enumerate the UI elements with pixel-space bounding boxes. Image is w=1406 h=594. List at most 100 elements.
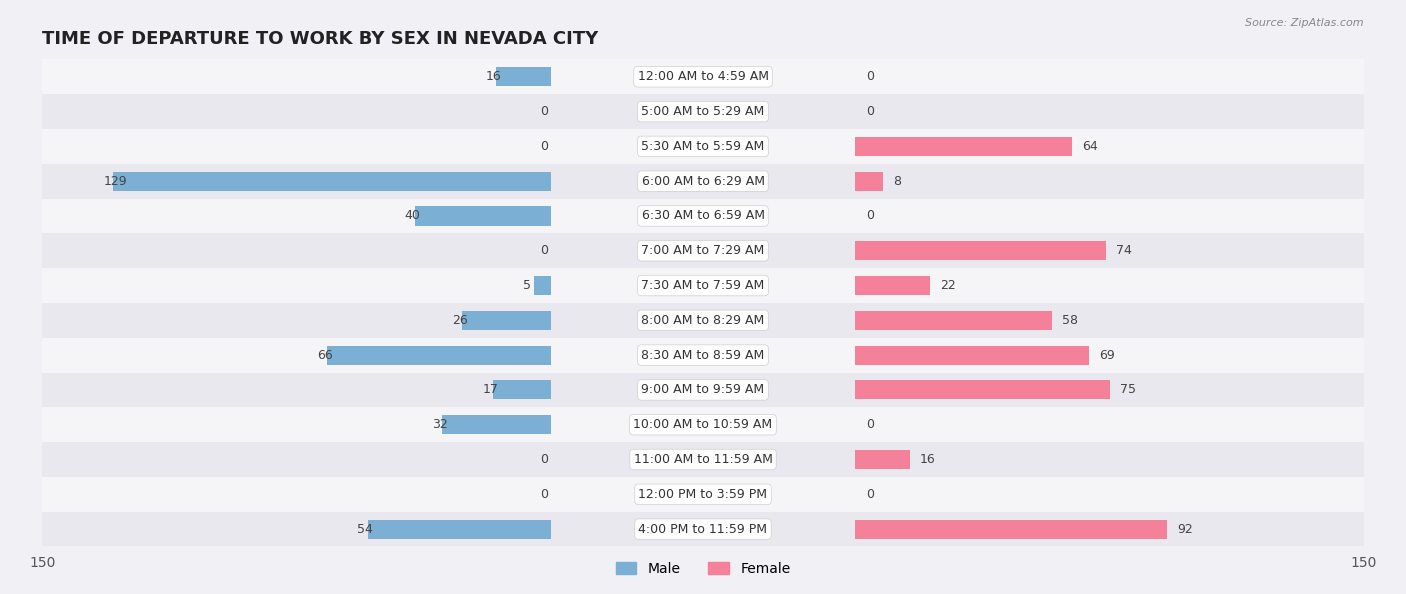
Bar	[42, 233, 551, 268]
Bar	[855, 172, 883, 191]
Text: 7:00 AM to 7:29 AM: 7:00 AM to 7:29 AM	[641, 244, 765, 257]
Bar	[496, 67, 551, 86]
Bar	[551, 268, 855, 303]
Text: 54: 54	[357, 523, 373, 536]
Bar	[533, 276, 551, 295]
Bar	[441, 415, 551, 434]
Text: 129: 129	[103, 175, 127, 188]
Bar	[42, 303, 551, 338]
Bar	[855, 94, 1364, 129]
Bar	[855, 268, 1364, 303]
Bar	[855, 338, 1364, 372]
Bar	[551, 198, 855, 233]
Text: 8:30 AM to 8:59 AM: 8:30 AM to 8:59 AM	[641, 349, 765, 362]
Bar	[855, 346, 1090, 365]
Bar	[551, 442, 855, 477]
Bar	[463, 311, 551, 330]
Bar	[855, 311, 1052, 330]
Text: 40: 40	[405, 210, 420, 223]
Text: 0: 0	[866, 70, 873, 83]
Text: 8: 8	[893, 175, 901, 188]
Bar	[855, 450, 910, 469]
Text: 64: 64	[1083, 140, 1098, 153]
Bar	[42, 164, 551, 198]
Text: 8:00 AM to 8:29 AM: 8:00 AM to 8:29 AM	[641, 314, 765, 327]
Text: 6:00 AM to 6:29 AM: 6:00 AM to 6:29 AM	[641, 175, 765, 188]
Bar	[855, 137, 1073, 156]
Bar	[855, 276, 929, 295]
Bar	[855, 511, 1364, 546]
Text: 12:00 PM to 3:59 PM: 12:00 PM to 3:59 PM	[638, 488, 768, 501]
Bar	[855, 380, 1109, 400]
Bar	[551, 59, 855, 94]
Text: 26: 26	[453, 314, 468, 327]
Bar	[855, 233, 1364, 268]
Bar	[494, 380, 551, 400]
Text: 16: 16	[486, 70, 502, 83]
Bar	[42, 477, 551, 511]
Bar	[42, 94, 551, 129]
Text: 12:00 AM to 4:59 AM: 12:00 AM to 4:59 AM	[637, 70, 769, 83]
Text: 58: 58	[1062, 314, 1078, 327]
Text: 6:30 AM to 6:59 AM: 6:30 AM to 6:59 AM	[641, 210, 765, 223]
Bar	[42, 59, 551, 94]
Bar	[855, 442, 1364, 477]
Bar	[42, 407, 551, 442]
Text: 0: 0	[866, 418, 873, 431]
Text: 10:00 AM to 10:59 AM: 10:00 AM to 10:59 AM	[634, 418, 772, 431]
Text: 5:30 AM to 5:59 AM: 5:30 AM to 5:59 AM	[641, 140, 765, 153]
Bar	[855, 372, 1364, 407]
Text: 32: 32	[432, 418, 447, 431]
Bar	[551, 303, 855, 338]
Bar	[114, 172, 551, 191]
Text: 0: 0	[540, 105, 548, 118]
Text: 22: 22	[941, 279, 956, 292]
Bar	[326, 346, 551, 365]
Text: 0: 0	[866, 105, 873, 118]
Bar	[415, 206, 551, 226]
Text: 0: 0	[540, 140, 548, 153]
Bar	[855, 520, 1167, 539]
Bar	[551, 338, 855, 372]
Text: 0: 0	[866, 210, 873, 223]
Text: 75: 75	[1119, 383, 1136, 396]
Text: 4:00 PM to 11:59 PM: 4:00 PM to 11:59 PM	[638, 523, 768, 536]
Text: Source: ZipAtlas.com: Source: ZipAtlas.com	[1246, 18, 1364, 28]
Bar	[42, 268, 551, 303]
Bar	[551, 372, 855, 407]
Text: 0: 0	[540, 488, 548, 501]
Bar	[367, 520, 551, 539]
Bar	[551, 511, 855, 546]
Text: 7:30 AM to 7:59 AM: 7:30 AM to 7:59 AM	[641, 279, 765, 292]
Text: 11:00 AM to 11:59 AM: 11:00 AM to 11:59 AM	[634, 453, 772, 466]
Text: 69: 69	[1099, 349, 1115, 362]
Bar	[855, 129, 1364, 164]
Bar	[551, 94, 855, 129]
Bar	[855, 59, 1364, 94]
Bar	[855, 164, 1364, 198]
Legend: Male, Female: Male, Female	[610, 556, 796, 581]
Text: 0: 0	[540, 453, 548, 466]
Bar	[855, 407, 1364, 442]
Text: 0: 0	[540, 244, 548, 257]
Text: 16: 16	[920, 453, 935, 466]
Text: 0: 0	[866, 488, 873, 501]
Bar	[551, 164, 855, 198]
Text: 9:00 AM to 9:59 AM: 9:00 AM to 9:59 AM	[641, 383, 765, 396]
Bar	[551, 407, 855, 442]
Text: 66: 66	[316, 349, 332, 362]
Text: 92: 92	[1177, 523, 1194, 536]
Text: TIME OF DEPARTURE TO WORK BY SEX IN NEVADA CITY: TIME OF DEPARTURE TO WORK BY SEX IN NEVA…	[42, 30, 599, 48]
Bar	[42, 198, 551, 233]
Bar	[855, 303, 1364, 338]
Bar	[551, 129, 855, 164]
Bar	[42, 372, 551, 407]
Text: 17: 17	[482, 383, 499, 396]
Bar	[42, 129, 551, 164]
Text: 5:00 AM to 5:29 AM: 5:00 AM to 5:29 AM	[641, 105, 765, 118]
Bar	[42, 442, 551, 477]
Text: 5: 5	[523, 279, 531, 292]
Bar	[855, 198, 1364, 233]
Bar	[42, 511, 551, 546]
Bar	[855, 477, 1364, 511]
